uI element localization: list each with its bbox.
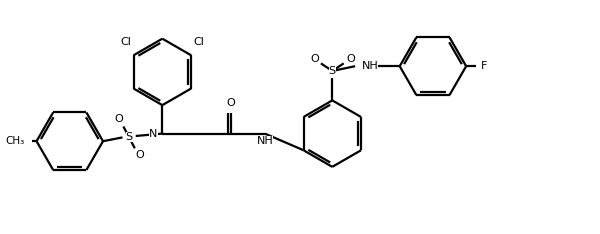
Text: NH: NH [257,135,273,146]
Text: O: O [226,98,235,107]
Text: O: O [114,114,123,124]
Text: O: O [135,150,144,161]
Text: Cl: Cl [121,37,131,47]
Text: CH₃: CH₃ [5,136,25,146]
Text: S: S [329,66,336,76]
Text: F: F [481,61,488,71]
Text: N: N [149,129,158,139]
Text: S: S [125,132,133,143]
Text: O: O [310,54,319,64]
Text: O: O [346,54,355,64]
Text: NH: NH [362,61,379,71]
Text: Cl: Cl [193,37,205,47]
